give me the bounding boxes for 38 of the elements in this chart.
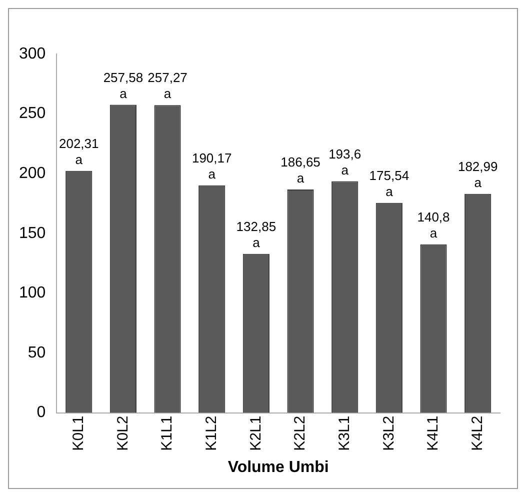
annotation: a xyxy=(430,225,438,240)
annotation: a xyxy=(386,184,394,199)
data-label: 190,17 xyxy=(192,150,232,166)
x-tick-label: K1L2 xyxy=(202,416,220,451)
y-tick-label: 200 xyxy=(18,164,46,182)
data-label: 132,85 xyxy=(236,218,276,234)
y-tick-label: 150 xyxy=(18,224,46,242)
x-tick-label: K0L2 xyxy=(114,416,132,451)
y-tick-label: 300 xyxy=(18,45,46,62)
data-label: 257,58 xyxy=(103,70,144,85)
data-label: 186,65 xyxy=(280,154,320,170)
x-tick-label: K1L1 xyxy=(158,416,176,451)
y-tick-label: 100 xyxy=(18,284,46,302)
x-tick-label: K2L1 xyxy=(247,416,264,451)
annotation: a xyxy=(75,152,84,167)
annotation: a xyxy=(120,86,128,101)
x-tick-label: K2L2 xyxy=(292,416,309,451)
annotation: a xyxy=(208,166,216,182)
y-tick-label: 0 xyxy=(36,404,46,422)
annotation: a xyxy=(252,234,261,250)
data-label: 182,99 xyxy=(458,159,498,174)
x-axis-title: Volume Umbi xyxy=(228,458,329,476)
annotation: a xyxy=(164,86,172,102)
x-tick-label: K0L1 xyxy=(70,416,87,451)
data-label: 202,31 xyxy=(58,136,99,151)
y-tick-label: 50 xyxy=(28,344,46,362)
y-tick-label: 250 xyxy=(18,105,46,122)
x-tick-label: K4L2 xyxy=(468,416,486,451)
x-tick-label: K4L1 xyxy=(424,416,442,451)
annotation: a xyxy=(474,175,482,190)
data-label: 257,27 xyxy=(148,70,188,86)
annotation: a xyxy=(341,162,350,178)
x-tick-label: K3L1 xyxy=(336,416,353,451)
data-label: 193,6 xyxy=(328,146,362,162)
annotation: a xyxy=(296,170,305,186)
data-label: 175,54 xyxy=(369,168,410,183)
data-label: 140,8 xyxy=(417,209,450,224)
x-tick-label: K3L2 xyxy=(380,416,398,451)
